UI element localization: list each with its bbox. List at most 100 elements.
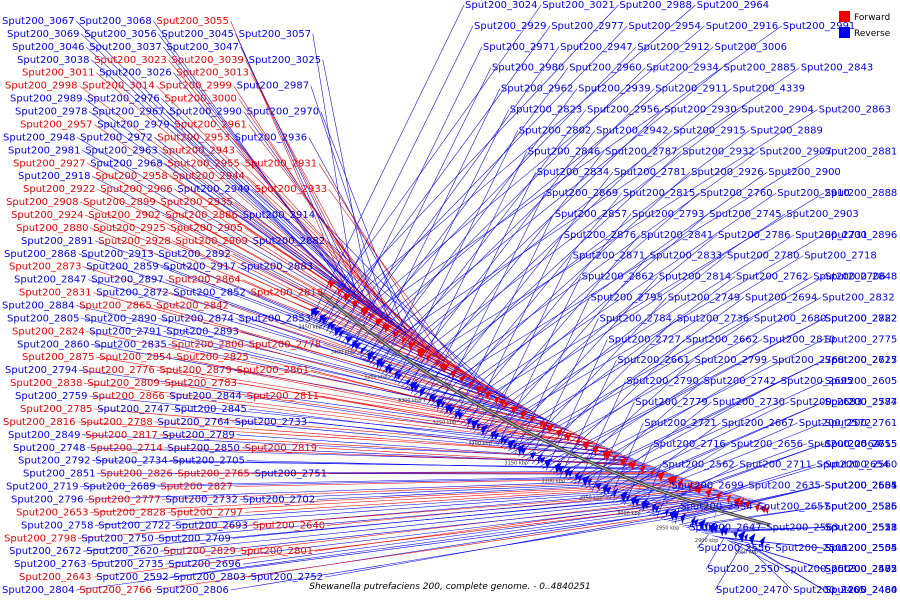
reverse-gene-arrow [540, 456, 546, 464]
scale-label: 2850 kbp [735, 550, 759, 556]
leader-line [322, 25, 474, 330]
leader-line [317, 4, 619, 325]
gene-label: Sput200_3057 [239, 29, 312, 40]
leader-line [236, 150, 433, 353]
leader-line [312, 33, 356, 296]
gene-label: Sput200_2881 [825, 146, 898, 157]
gene-label: Sput200_2863 [819, 105, 892, 116]
forward-gene-arrow [329, 281, 337, 289]
gene-label: Sput200_2853 [239, 313, 312, 324]
forward-gene-arrow [393, 330, 400, 339]
leader-line [378, 109, 510, 372]
gene-label: Sput200_2482 [825, 564, 898, 575]
leader-line [320, 395, 614, 451]
gene-label: Sput200_2930 [664, 105, 737, 116]
leader-line [310, 4, 465, 320]
leader-line [372, 88, 655, 367]
leader-line [363, 67, 800, 361]
forward-gene-arrow [426, 353, 433, 362]
gene-label: Sput200_2832 [822, 293, 895, 304]
forward-gene-arrow [605, 450, 613, 461]
gene-label: Sput200_2905 [170, 223, 243, 234]
gene-label: Sput200_2918 [18, 171, 91, 182]
gene-label: Sput200_2857 [555, 209, 628, 220]
gene-label: Sput200_2766 [79, 585, 152, 596]
leader-lines [76, 4, 824, 591]
forward-gene-arrow [564, 432, 569, 440]
forward-gene-arrow [592, 445, 600, 455]
leader-line [96, 356, 578, 435]
gene-label: Sput200_2714 [90, 443, 163, 454]
leader-line [83, 491, 727, 552]
gene-label: Sput200_2475 [825, 564, 898, 575]
gene-label: Sput200_2750 [81, 533, 154, 544]
gene-label: Sput200_2815 [623, 188, 696, 199]
gene-label: Sput200_2556 [698, 543, 771, 554]
forward-gene-arrow [450, 370, 458, 379]
leader-line [410, 151, 605, 394]
gene-label: Sput200_2868 [4, 249, 77, 260]
gene-label: Sput200_2828 [93, 507, 166, 518]
gene-label: Sput200_2871 [573, 251, 646, 262]
gene-label: Sput200_2925 [93, 223, 166, 234]
gene-label: Sput200_2848 [825, 272, 898, 283]
leader-line [423, 171, 536, 402]
leader-line [511, 276, 824, 454]
gene-label: Sput200_2845 [174, 404, 247, 415]
leader-line [88, 279, 520, 406]
gene-label: Sput200_2694 [745, 293, 818, 304]
leader-line [93, 497, 748, 578]
leader-line [172, 486, 710, 526]
leader-line [318, 447, 654, 468]
gene-label: Sput200_2705 [172, 456, 245, 467]
leader-line [391, 109, 818, 381]
gene-label: Sput200_3021 [542, 0, 615, 11]
leader-line [244, 484, 704, 513]
leader-line [174, 188, 456, 368]
gene-label: Sput200_2978 [15, 107, 88, 118]
gene-label: Sput200_2927 [13, 158, 86, 169]
gene-label: Sput200_2913 [81, 249, 154, 260]
reverse-gene-arrow [680, 512, 687, 524]
leader-line [588, 380, 824, 491]
gene-label: Sput200_2908 [6, 197, 79, 208]
gene-label: Sput200_2844 [169, 391, 242, 402]
gene-label: Sput200_2780 [727, 251, 800, 262]
gene-label: Sput200_2799 [695, 355, 768, 366]
leader-line [450, 192, 824, 419]
forward-gene-arrow [343, 294, 352, 302]
gene-label: Sput200_2819 [245, 443, 318, 454]
gene-label: Sput200_2816 [3, 417, 76, 428]
forward-gene-arrow [705, 488, 712, 498]
leader-line [153, 20, 344, 286]
leader-line [624, 443, 653, 505]
gene-label: Sput200_2502 [825, 564, 898, 575]
gene-label: Sput200_2970 [247, 107, 320, 118]
gene-label: Sput200_2976 [87, 94, 160, 105]
scale-tick [527, 435, 532, 443]
leader-line [312, 318, 555, 424]
leader-line [236, 434, 643, 463]
leader-line [313, 4, 542, 322]
gene-label: Sput200_2730 [713, 397, 786, 408]
scale-tick [389, 352, 395, 359]
scale-label: 2950 kbp [656, 525, 680, 531]
gene-label: Sput200_2781 [614, 167, 687, 178]
gene-label: Sput200_2915 [673, 125, 746, 136]
leader-line [153, 305, 542, 417]
leader-line [388, 109, 741, 379]
leader-line [473, 234, 718, 433]
forward-gene-arrow [337, 287, 344, 296]
gene-label: Sput200_2932 [682, 146, 755, 157]
reverse-gene-arrow [367, 351, 376, 362]
scale-label: 3300 kbp [398, 398, 422, 404]
leader-line [490, 255, 727, 442]
gene-label: Sput200_2794 [5, 365, 78, 376]
forward-gene-arrow [733, 497, 741, 507]
reverse-gene-arrow [760, 536, 766, 548]
gene-label: Sput200_2818 [251, 288, 324, 299]
scale-tick [325, 303, 331, 310]
forward-gene-arrow [384, 324, 392, 333]
forward-gene-arrow [469, 380, 475, 390]
gene-label: Sput200_2775 [825, 334, 898, 345]
